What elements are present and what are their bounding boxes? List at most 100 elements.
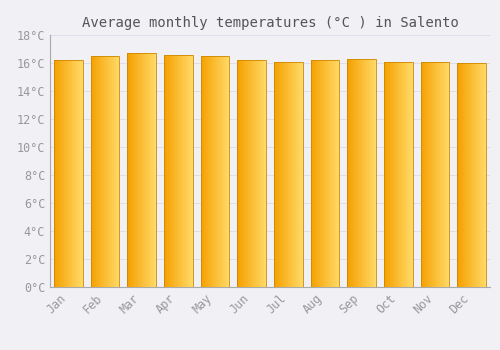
Bar	[444, 62, 445, 287]
Bar	[426, 62, 427, 287]
Bar	[118, 56, 119, 287]
Bar	[98, 56, 100, 287]
Bar	[391, 62, 392, 287]
Bar	[407, 62, 408, 287]
Bar	[367, 59, 368, 287]
Bar	[64, 60, 65, 287]
Bar	[350, 59, 351, 287]
Bar	[282, 62, 283, 287]
Bar	[386, 62, 387, 287]
Bar	[242, 60, 243, 287]
Bar	[153, 53, 154, 287]
Bar	[129, 53, 130, 287]
Bar	[405, 62, 406, 287]
Bar	[179, 55, 180, 287]
Bar	[146, 53, 147, 287]
Bar	[258, 60, 259, 287]
Bar	[480, 63, 481, 287]
Bar	[287, 62, 288, 287]
Bar	[134, 53, 135, 287]
Bar	[318, 60, 320, 287]
Bar	[113, 56, 114, 287]
Bar	[101, 56, 102, 287]
Bar	[388, 62, 389, 287]
Bar	[275, 62, 276, 287]
Bar	[116, 56, 117, 287]
Bar	[223, 56, 224, 287]
Bar	[243, 60, 244, 287]
Bar	[292, 62, 293, 287]
Bar	[141, 53, 142, 287]
Bar	[241, 60, 242, 287]
Bar	[439, 62, 440, 287]
Bar	[402, 62, 403, 287]
Bar	[356, 59, 357, 287]
Bar	[222, 56, 223, 287]
Bar	[389, 62, 390, 287]
Bar	[154, 53, 155, 287]
Bar	[396, 62, 397, 287]
Bar	[322, 60, 324, 287]
Bar	[472, 63, 473, 287]
Bar	[469, 63, 470, 287]
Bar	[358, 59, 359, 287]
Bar	[313, 60, 314, 287]
Bar	[393, 62, 394, 287]
Bar	[460, 63, 461, 287]
Bar	[476, 63, 477, 287]
Bar	[135, 53, 136, 287]
Bar	[181, 55, 182, 287]
Bar	[118, 56, 120, 287]
Bar	[317, 60, 318, 287]
Bar	[276, 62, 277, 287]
Bar	[180, 55, 181, 287]
Bar	[137, 53, 138, 287]
Bar	[252, 60, 253, 287]
Bar	[219, 56, 220, 287]
Bar	[57, 60, 58, 287]
Bar	[264, 60, 265, 287]
Bar	[325, 60, 326, 287]
Bar	[274, 62, 275, 287]
Bar	[81, 60, 82, 287]
Bar	[76, 60, 77, 287]
Bar	[227, 56, 228, 287]
Bar	[58, 60, 59, 287]
Bar	[114, 56, 115, 287]
Bar	[483, 63, 484, 287]
Bar	[351, 59, 352, 287]
Bar	[337, 60, 338, 287]
Bar	[102, 56, 104, 287]
Bar	[70, 60, 71, 287]
Bar	[130, 53, 131, 287]
Bar	[239, 60, 240, 287]
Bar	[479, 63, 480, 287]
Bar	[390, 62, 391, 287]
Bar	[448, 62, 449, 287]
Bar	[284, 62, 285, 287]
Bar	[368, 59, 369, 287]
Bar	[108, 56, 109, 287]
Bar	[176, 55, 177, 287]
Bar	[384, 62, 385, 287]
Bar	[422, 62, 423, 287]
Bar	[216, 56, 218, 287]
Bar	[145, 53, 146, 287]
Bar	[144, 53, 145, 287]
Bar	[355, 59, 356, 287]
Bar	[420, 62, 450, 287]
Bar	[359, 59, 360, 287]
Bar	[247, 60, 248, 287]
Bar	[330, 60, 331, 287]
Bar	[459, 63, 460, 287]
Bar	[208, 56, 210, 287]
Bar	[54, 60, 82, 287]
Bar	[296, 62, 297, 287]
Bar	[110, 56, 112, 287]
Bar	[263, 60, 264, 287]
Bar	[69, 60, 70, 287]
Bar	[277, 62, 278, 287]
Bar	[353, 59, 354, 287]
Bar	[200, 56, 202, 287]
Bar	[250, 60, 251, 287]
